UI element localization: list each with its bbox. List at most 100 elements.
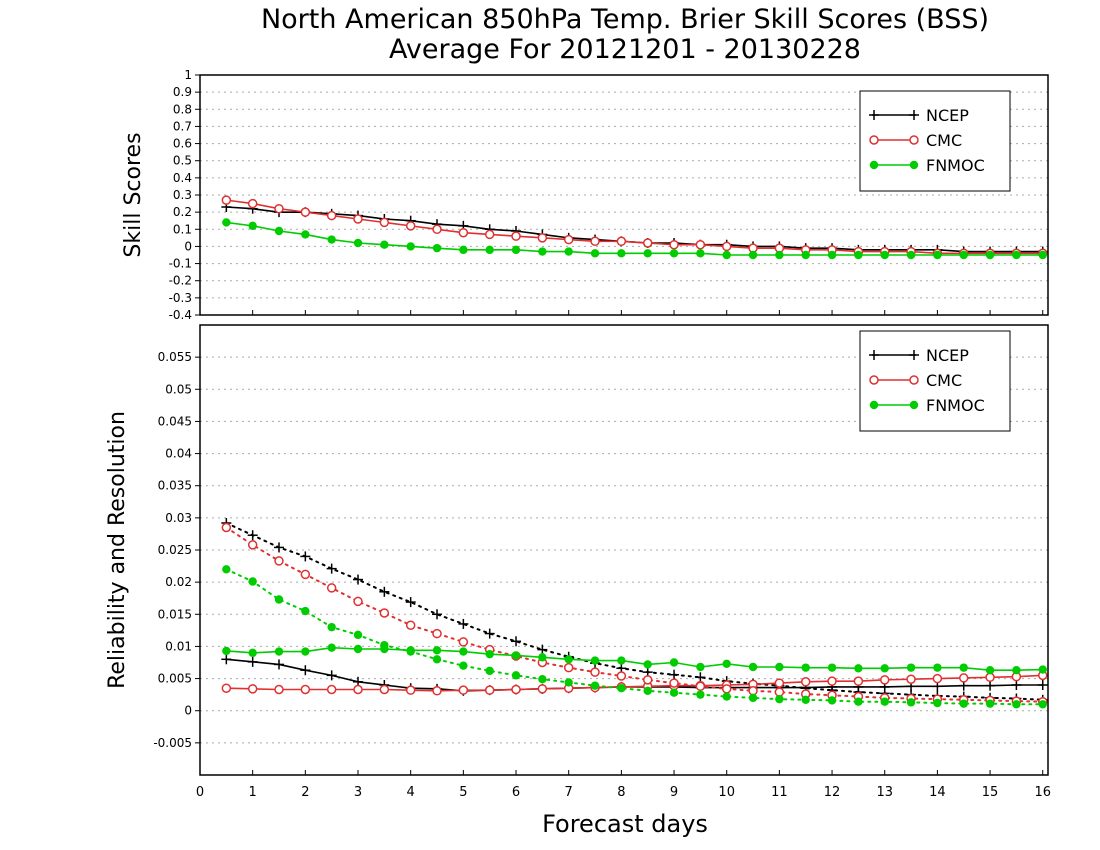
legend-label: FNMOC — [926, 396, 985, 415]
data-point — [274, 226, 284, 236]
data-point — [801, 695, 810, 704]
data-point — [485, 245, 494, 255]
data-point — [301, 647, 310, 656]
data-point — [353, 574, 364, 585]
x-tick-label: 6 — [512, 785, 520, 800]
data-point — [564, 678, 573, 687]
data-point — [643, 686, 652, 695]
data-point — [590, 249, 600, 258]
data-point — [327, 643, 336, 652]
data-point — [669, 239, 679, 250]
data-point — [563, 234, 574, 245]
data-point — [695, 239, 706, 250]
y-tick-label: 0.005 — [158, 672, 192, 686]
data-point — [484, 685, 495, 695]
x-tick-label: 12 — [824, 785, 841, 800]
data-point — [669, 678, 679, 688]
data-point — [695, 672, 706, 683]
data-point — [221, 522, 232, 533]
data-point — [774, 687, 785, 697]
chart-title: North American 850hPa Temp. Brier Skill … — [261, 4, 989, 35]
data-point — [801, 250, 810, 260]
y-tick-label: -0.3 — [169, 291, 192, 305]
data-point — [300, 551, 311, 562]
x-tick-label: 2 — [301, 785, 309, 800]
y-tick-label: -0.2 — [169, 274, 192, 288]
y-tick-label: 0.055 — [158, 350, 192, 364]
y-tick-label: 0.6 — [173, 137, 192, 151]
series-line — [226, 674, 1043, 692]
y-tick-label: 0.045 — [158, 414, 192, 428]
data-point — [748, 662, 758, 672]
data-point — [643, 249, 652, 258]
x-axis-ticks: 0 1 2 3 4 5 6 7 8 9 10 11 12 13 14 15 16 — [196, 785, 1051, 800]
data-point — [1012, 250, 1021, 260]
x-tick-label: 9 — [670, 785, 678, 800]
data-point — [221, 654, 232, 665]
data-point — [379, 608, 390, 618]
data-point — [1012, 700, 1021, 709]
data-point — [248, 221, 257, 231]
data-point — [590, 236, 600, 247]
x-tick-label: 0 — [196, 785, 204, 800]
data-point — [590, 656, 600, 665]
series-fnmoc-dotted — [222, 565, 1047, 709]
y-tick-label: 0.04 — [165, 447, 192, 461]
data-point — [326, 563, 337, 574]
data-point — [379, 586, 390, 597]
y-tick-label: 0.025 — [158, 543, 192, 557]
data-point — [985, 699, 995, 708]
data-point — [563, 662, 574, 673]
series-line — [226, 199, 1043, 255]
y-tick-label: -0.4 — [169, 308, 192, 322]
data-point — [932, 673, 943, 684]
y-tick-label: 1 — [184, 68, 192, 82]
data-point — [458, 637, 469, 647]
data-point — [669, 669, 680, 680]
data-point — [906, 250, 916, 260]
y-tick-label: 0.02 — [165, 575, 192, 589]
series-fnmoc — [222, 218, 1047, 260]
data-point — [879, 675, 890, 685]
data-point — [1011, 680, 1022, 690]
data-point — [538, 675, 547, 684]
data-point — [380, 640, 389, 650]
data-point — [380, 240, 389, 249]
data-point — [432, 628, 442, 639]
y-tick-label: -0.005 — [153, 736, 192, 750]
data-point — [853, 676, 864, 686]
data-point — [643, 660, 652, 669]
x-tick-label: 3 — [354, 785, 362, 800]
data-point — [511, 231, 521, 241]
data-point — [247, 684, 258, 694]
data-point — [669, 658, 679, 667]
data-point — [958, 673, 969, 683]
data-point — [274, 203, 284, 214]
data-point — [300, 569, 311, 580]
data-point — [801, 663, 810, 672]
data-point — [537, 684, 548, 694]
data-point — [642, 675, 653, 685]
y-tick-label: 0.4 — [173, 171, 192, 185]
data-point — [248, 648, 257, 658]
y-tick-label: 0.01 — [165, 639, 192, 653]
data-point — [511, 651, 521, 660]
data-point — [432, 686, 442, 696]
data-point — [616, 236, 627, 247]
data-point — [933, 698, 942, 708]
data-point — [484, 229, 495, 240]
data-point — [827, 696, 837, 705]
data-point — [459, 661, 468, 670]
data-point — [405, 685, 416, 695]
data-point — [722, 659, 731, 668]
x-tick-label: 11 — [771, 785, 788, 800]
data-point — [933, 250, 942, 260]
y-tick-label: 0 — [184, 239, 192, 253]
legend: NCEP CMC FNMOC — [859, 90, 1011, 192]
x-tick-label: 15 — [982, 785, 999, 800]
y-tick-label: 0.2 — [173, 205, 192, 219]
x-tick-label: 14 — [929, 785, 946, 800]
series-fnmoc — [222, 643, 1047, 675]
plot-frame — [199, 74, 1049, 316]
data-point — [405, 597, 416, 608]
